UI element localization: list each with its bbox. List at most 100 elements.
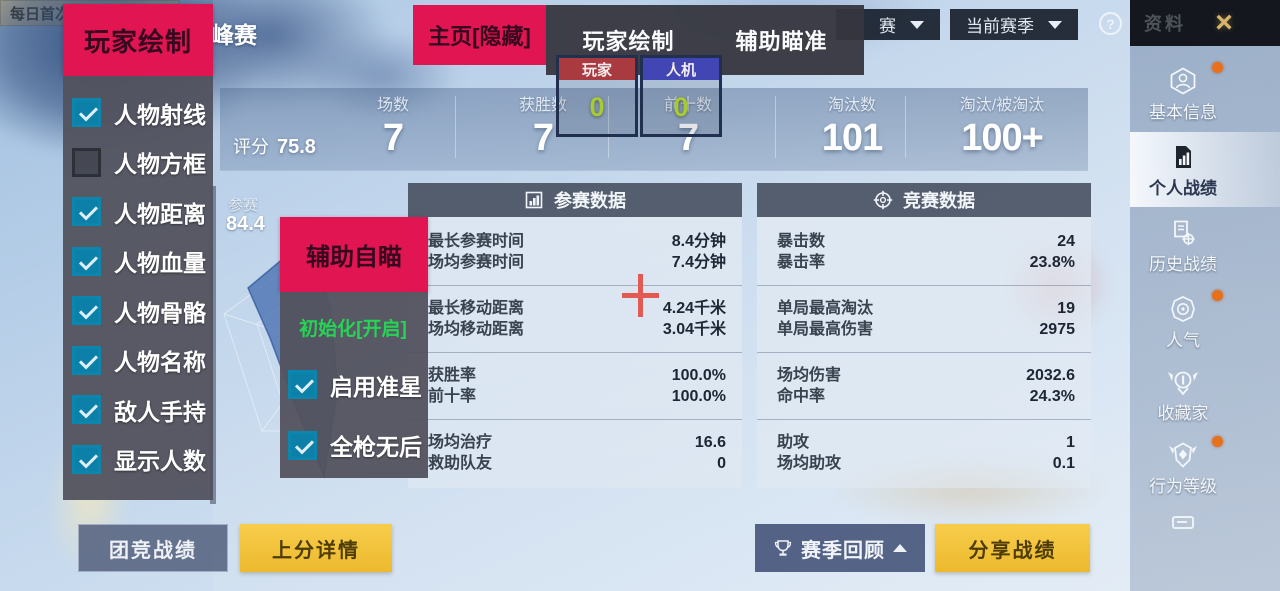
panel-header: 竞赛数据 — [757, 183, 1091, 217]
cheat-tab-player-draw[interactable]: 玩家绘制 — [582, 29, 675, 54]
stat-row: 场均移动距离 3.04千米 — [428, 320, 726, 338]
close-icon[interactable]: × — [1215, 6, 1233, 39]
season-review-button[interactable]: 赛季回顾 — [755, 524, 925, 572]
radar-label: 参赛 — [228, 197, 259, 214]
sidebar-item-popularity[interactable]: 人气 — [1130, 284, 1280, 359]
divider — [775, 96, 776, 158]
season-mode-label: 赛 — [879, 17, 896, 36]
help-icon[interactable]: ? — [1099, 12, 1122, 35]
checkbox[interactable] — [72, 395, 101, 425]
chevron-down-icon — [1048, 20, 1062, 29]
trophy-icon — [774, 540, 792, 556]
rating-label: 评分 — [233, 137, 269, 157]
stat-row: 暴击数 24 — [777, 232, 1075, 250]
panel-header: 参赛数据 — [408, 183, 742, 217]
stat-top10: 前十数 7 — [663, 97, 712, 159]
toggle-no-recoil[interactable]: 全枪无后 — [288, 428, 428, 462]
cheat-home-hide-button[interactable]: 主页[隐藏] — [413, 5, 546, 65]
page-title: 峰赛 — [211, 22, 257, 48]
sidebar-item-basic-info[interactable]: 基本信息 — [1130, 56, 1280, 131]
stat-row: 最长参赛时间 8.4分钟 — [428, 232, 726, 250]
stat-row: 救助队友 0 — [428, 454, 726, 472]
aim-init-status[interactable]: 初始化[开启] — [299, 319, 407, 340]
toggle-player-name[interactable]: 人物名称 — [72, 343, 213, 377]
stat-row: 暴击率 23.8% — [777, 253, 1075, 271]
conduct-shield-icon — [1130, 438, 1236, 472]
team-stats-button[interactable]: 团竞战绩 — [78, 524, 228, 572]
cheat-aim-panel-title[interactable]: 辅助自瞄 — [280, 217, 428, 292]
stat-row: 场均治疗 16.6 — [428, 433, 726, 451]
history-document-icon — [1130, 216, 1236, 250]
sidebar-item-collector[interactable]: 收藏家 — [1130, 357, 1280, 432]
notification-dot — [1212, 62, 1223, 73]
rank-details-button[interactable]: 上分详情 — [240, 524, 392, 572]
collector-medal-icon — [1130, 365, 1236, 399]
toggle-show-player-count[interactable]: 显示人数 — [72, 442, 213, 476]
notification-dot — [1212, 290, 1223, 301]
share-stats-button[interactable]: 分享战绩 — [935, 524, 1090, 572]
aim-crosshair — [622, 293, 659, 298]
checkbox[interactable] — [72, 98, 101, 128]
stat-row: 助攻 1 — [777, 433, 1075, 451]
panel-participation-data: 参赛数据 最长参赛时间 8.4分钟 场均参赛时间 7.4分钟 最长移动距离 4.24千… — [408, 183, 742, 488]
bar-chart-icon — [525, 191, 543, 209]
stat-row: 最长移动距离 4.24千米 — [428, 299, 726, 317]
stat-row: 场均助攻 0.1 — [777, 454, 1075, 472]
chevron-down-icon — [910, 20, 924, 29]
sidebar-item-history-stats[interactable]: 历史战绩 — [1130, 208, 1280, 283]
panel-title: 参赛数据 — [554, 191, 626, 211]
divider — [905, 96, 906, 158]
divider — [608, 96, 609, 158]
toggle-player-health[interactable]: 人物血量 — [72, 244, 213, 278]
divider — [455, 96, 456, 158]
stat-row: 命中率 24.3% — [777, 387, 1075, 405]
checkbox[interactable] — [72, 345, 101, 375]
stat-row: 单局最高伤害 2975 — [777, 320, 1075, 338]
toggle-enemy-weapon[interactable]: 敌人手持 — [72, 393, 213, 427]
sidebar-item-conduct-level[interactable]: 行为等级 — [1130, 430, 1280, 505]
season-select[interactable]: 当前赛季 — [950, 9, 1078, 40]
profile-sidebar: 资料 × 基本信息 个人战绩 — [1130, 0, 1280, 591]
checkbox[interactable] — [72, 296, 101, 326]
stat-row: 场均参赛时间 7.4分钟 — [428, 253, 726, 271]
radar-value: 84.4 — [226, 213, 265, 235]
stat-row: 单局最高淘汰 19 — [777, 299, 1075, 317]
toggle-enable-crosshair[interactable]: 启用准星 — [288, 368, 428, 402]
toggle-player-box[interactable]: 人物方框 — [72, 145, 213, 179]
popularity-badge-icon — [1130, 292, 1236, 326]
compass-icon — [873, 190, 893, 210]
stat-wins: 获胜数 7 — [518, 97, 567, 159]
stat-row: 获胜率 100.0% — [428, 366, 726, 384]
checkbox[interactable] — [72, 197, 101, 227]
checkbox[interactable] — [72, 147, 101, 177]
stat-kills: 淘汰数 101 — [821, 97, 883, 159]
rating-value: 75.8 — [277, 136, 316, 158]
cheat-draw-panel: 人物射线 人物方框 人物距离 人物血量 人物骨骼 人物名称 敌人手持 显示人数 — [63, 76, 213, 500]
checkbox[interactable] — [72, 444, 101, 474]
counter-bot[interactable]: 人机 0 — [640, 55, 722, 137]
stat-kd: 淘汰/被淘汰 100+ — [959, 97, 1045, 159]
cheat-tab-aim-assist[interactable]: 辅助瞄准 — [735, 29, 828, 54]
stats-document-icon — [1130, 140, 1236, 174]
score-band — [220, 88, 1088, 171]
panel-title: 竞赛数据 — [903, 191, 975, 211]
cheat-draw-panel-title[interactable]: 玩家绘制 — [63, 4, 213, 76]
checkbox[interactable] — [288, 370, 317, 399]
sidebar-header: 资料 × — [1130, 0, 1280, 46]
notification-dot — [1212, 436, 1223, 447]
chevron-up-icon — [893, 544, 907, 552]
panel-competition-data: 竞赛数据 暴击数 24 暴击率 23.8% 单局最高淘汰 19 单局最高伤害 2975 … — [757, 183, 1091, 488]
sidebar-title: 资料 — [1144, 14, 1186, 34]
toggle-player-skeleton[interactable]: 人物骨骼 — [72, 294, 213, 328]
toggle-player-distance[interactable]: 人物距离 — [72, 195, 213, 229]
stat-matches: 场数 7 — [376, 97, 409, 159]
checkbox[interactable] — [288, 430, 317, 460]
rating: 评分 75.8 — [233, 133, 316, 159]
season-select-label: 当前赛季 — [966, 17, 1034, 36]
counter-player[interactable]: 玩家 0 — [556, 55, 638, 137]
profile-hexagon-icon — [1130, 64, 1236, 98]
checkbox[interactable] — [72, 246, 101, 276]
sidebar-item-personal-stats[interactable]: 个人战绩 — [1130, 132, 1280, 207]
toggle-player-ray[interactable]: 人物射线 — [72, 96, 213, 130]
